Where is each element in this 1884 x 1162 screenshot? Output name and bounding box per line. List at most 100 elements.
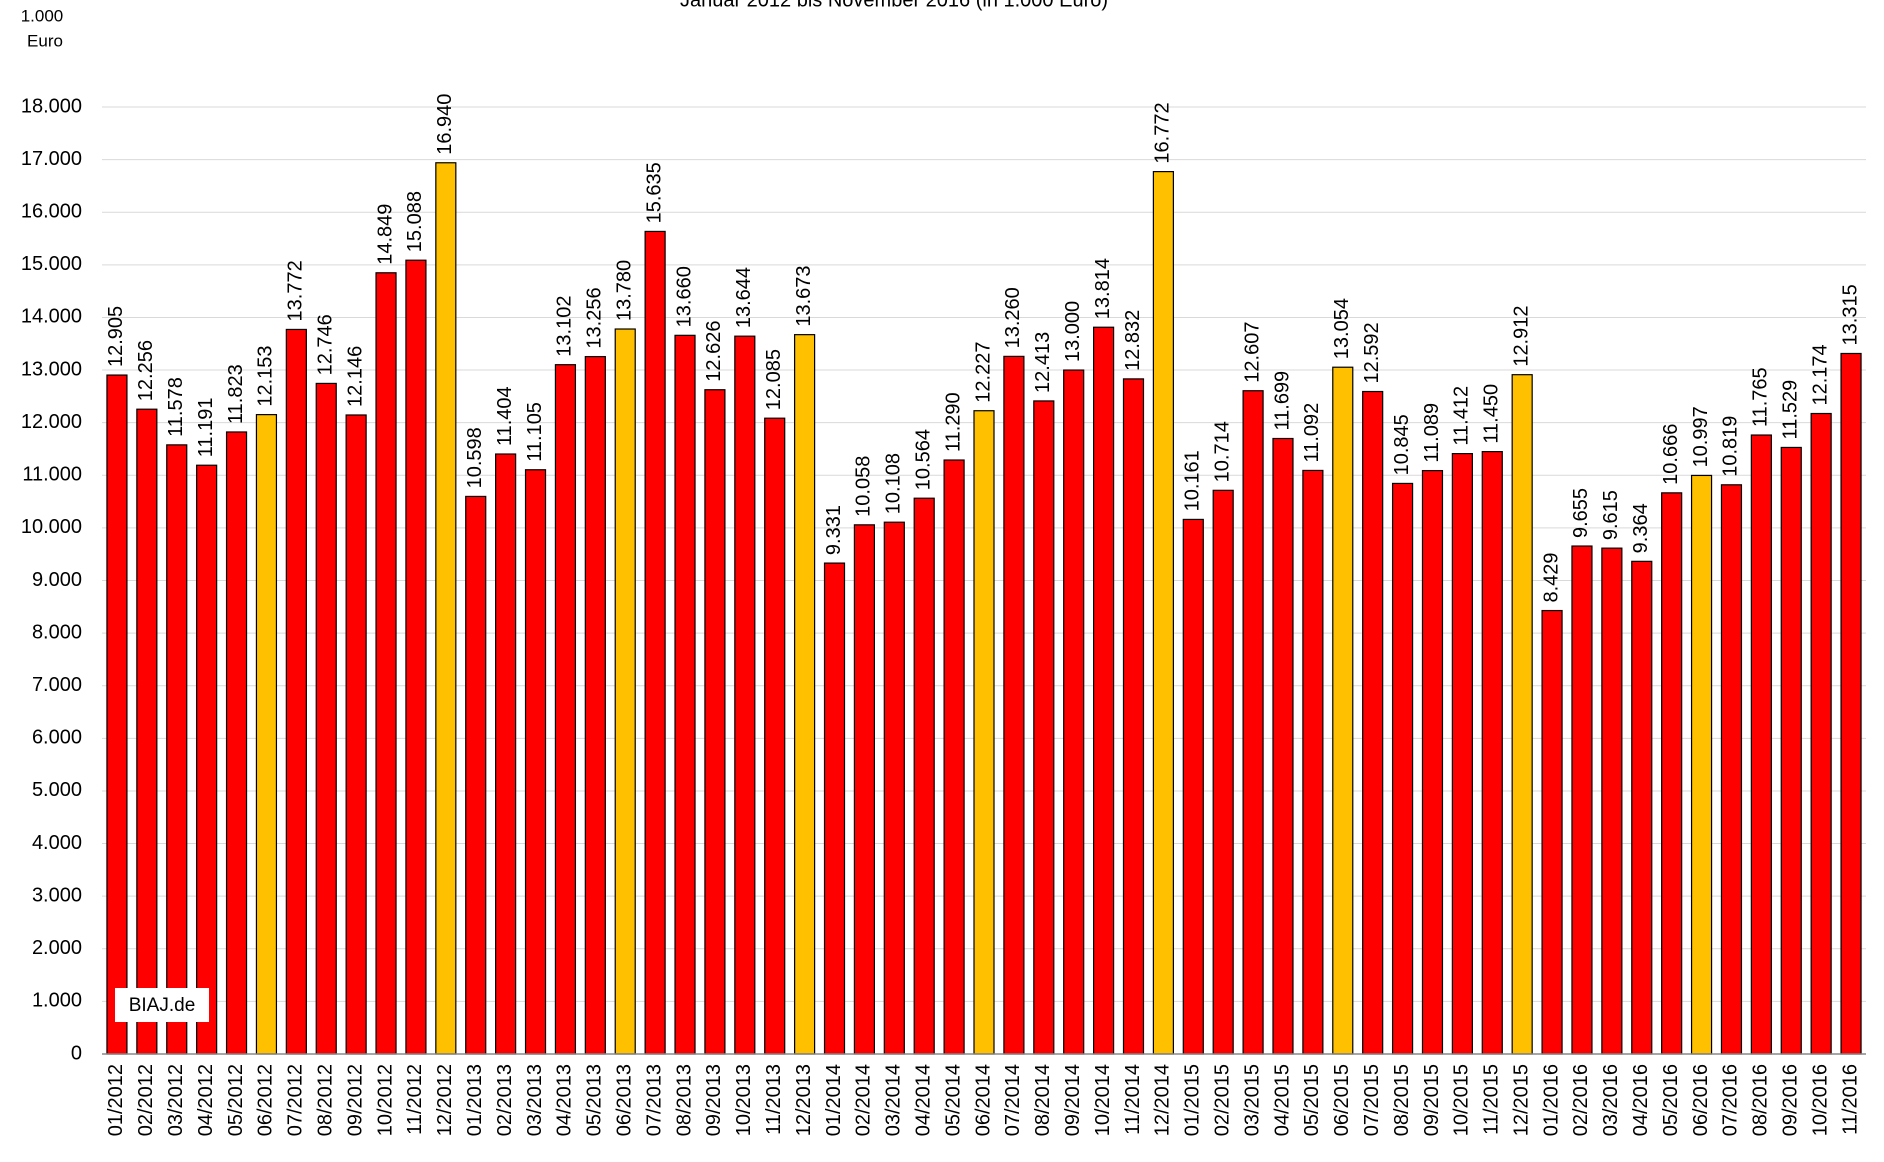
value-label: 16.772 [1152, 102, 1174, 163]
x-tick-label: 05/2014 [942, 1064, 964, 1136]
value-label: 12.626 [703, 321, 725, 382]
watermark: BIAJ.de [129, 995, 196, 1016]
value-label: 11.823 [225, 364, 247, 424]
x-tick-label: 05/2012 [225, 1064, 247, 1136]
x-tick-label: 12/2014 [1152, 1064, 1174, 1136]
x-tick-label: 08/2016 [1750, 1064, 1772, 1136]
bar [136, 408, 158, 1055]
x-tick-label: 07/2013 [643, 1064, 665, 1136]
value-label: 9.615 [1600, 490, 1622, 540]
bar [883, 521, 905, 1055]
x-tick-label: 03/2016 [1600, 1064, 1622, 1136]
x-tick-label: 01/2016 [1540, 1064, 1562, 1136]
bar [1362, 390, 1384, 1055]
value-label: 11.765 [1750, 367, 1772, 427]
x-tick-label: 09/2012 [344, 1064, 366, 1136]
value-label: 10.598 [464, 427, 486, 488]
x-tick-label: 12/2012 [434, 1064, 456, 1136]
value-label: 12.592 [1361, 322, 1383, 383]
bar [196, 464, 218, 1055]
bar [734, 335, 756, 1055]
bar [943, 459, 965, 1055]
bar [315, 382, 337, 1055]
value-label: 11.404 [494, 386, 516, 446]
x-tick-label: 03/2013 [524, 1064, 546, 1136]
bar [554, 364, 577, 1055]
value-label: 9.655 [1570, 488, 1592, 538]
x-tick-label: 04/2015 [1271, 1064, 1293, 1136]
y-unit: 1.000 [21, 6, 64, 25]
bar [1661, 492, 1683, 1055]
x-tick-label: 05/2016 [1660, 1064, 1682, 1136]
bar [1810, 412, 1832, 1055]
bar [794, 334, 816, 1055]
x-tick-label: 02/2016 [1570, 1064, 1592, 1136]
y-tick-label: 15.000 [21, 253, 82, 275]
x-tick-label: 04/2016 [1630, 1064, 1652, 1136]
x-tick-label: 08/2014 [1032, 1064, 1054, 1136]
y-tick-label: 1.000 [32, 990, 82, 1012]
bar [1451, 453, 1473, 1055]
value-label: 10.666 [1660, 424, 1682, 485]
chart-subtitle: Januar 2012 bis November 2016 (in 1.000 … [680, 0, 1108, 11]
bar [1152, 171, 1174, 1055]
value-label: 13.660 [673, 266, 695, 327]
value-label: 9.364 [1630, 503, 1652, 553]
x-tick-label: 10/2015 [1451, 1064, 1473, 1136]
bar [584, 355, 606, 1055]
value-label: 16.940 [434, 94, 456, 155]
bar [1690, 474, 1713, 1055]
y-tick-label: 8.000 [32, 621, 82, 643]
value-label: 15.635 [643, 162, 665, 223]
value-label: 13.772 [285, 260, 307, 321]
x-tick-label: 02/2015 [1211, 1064, 1233, 1136]
value-label: 12.256 [135, 340, 157, 401]
value-label: 9.331 [823, 505, 845, 555]
bar [823, 562, 846, 1055]
bar [1242, 390, 1264, 1055]
value-label: 11.191 [195, 398, 217, 458]
y-tick-label: 2.000 [32, 937, 82, 959]
y-tick-label: 10.000 [21, 516, 82, 538]
bar [1780, 446, 1802, 1055]
x-tick-label: 03/2012 [165, 1064, 187, 1136]
value-label: 11.529 [1780, 380, 1802, 440]
value-label: 12.085 [763, 349, 785, 410]
bar [524, 469, 547, 1055]
bar [1481, 451, 1503, 1055]
bar [1601, 547, 1623, 1055]
value-label: 10.997 [1690, 406, 1712, 467]
x-tick-label: 01/2012 [105, 1064, 127, 1136]
x-tick-label: 06/2014 [972, 1064, 994, 1136]
y-unit: Euro [27, 31, 63, 50]
bar [1122, 378, 1145, 1055]
x-tick-label: 08/2013 [673, 1064, 695, 1136]
y-tick-label: 11.000 [22, 464, 82, 486]
bar [345, 414, 367, 1055]
y-tick-label: 4.000 [32, 832, 82, 854]
bar [1840, 352, 1862, 1055]
x-tick-label: 01/2014 [823, 1064, 845, 1136]
bar [285, 328, 307, 1055]
value-label: 12.832 [1122, 310, 1144, 371]
value-label: 11.578 [165, 377, 187, 437]
bar [375, 272, 397, 1055]
value-label: 12.227 [972, 342, 994, 403]
y-tick-label: 6.000 [32, 727, 82, 749]
y-tick-label: 16.000 [21, 201, 82, 223]
value-label: 12.746 [315, 314, 337, 375]
x-tick-label: 05/2015 [1301, 1064, 1323, 1136]
x-tick-label: 06/2016 [1690, 1064, 1712, 1136]
bar [1720, 484, 1743, 1055]
x-tick-label: 01/2015 [1182, 1064, 1204, 1136]
x-tick-label: 11/2014 [1122, 1064, 1144, 1135]
bar [495, 453, 517, 1055]
bar [1511, 374, 1533, 1055]
bar [764, 417, 786, 1055]
value-label: 13.260 [1002, 287, 1024, 348]
x-tick-label: 06/2012 [255, 1064, 277, 1136]
x-tick-label: 05/2013 [584, 1064, 606, 1136]
value-label: 13.054 [1331, 298, 1353, 359]
x-tick-label: 02/2013 [494, 1064, 516, 1136]
